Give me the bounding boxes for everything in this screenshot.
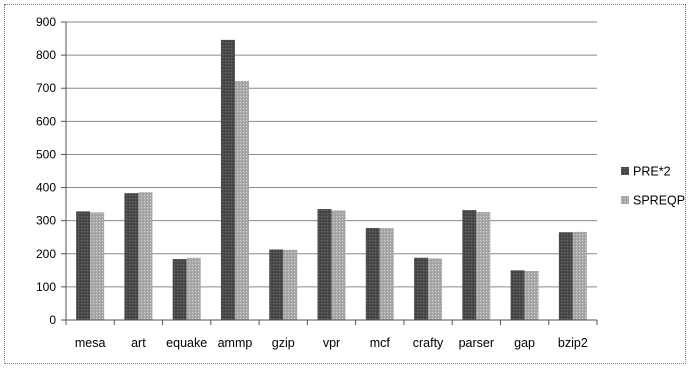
bar-pre-2-art — [124, 193, 139, 320]
grid-lines — [66, 21, 597, 288]
x-tick-label: mcf — [370, 336, 391, 350]
legend-label-0: PRE*2 — [633, 165, 671, 179]
bar-spreqp-art — [138, 192, 153, 320]
bar-pre-2-ammp — [220, 39, 235, 320]
y-tick-label: 0 — [49, 313, 56, 327]
x-tick-label: mesa — [75, 336, 106, 350]
bar-pre-2-parser — [462, 210, 477, 320]
y-tick-label: 500 — [36, 147, 56, 161]
bar-spreqp-bzip2 — [572, 231, 587, 320]
legend-swatch-0 — [621, 167, 629, 175]
bar-spreqp-gap — [524, 270, 539, 320]
x-tick-label: bzip2 — [558, 336, 588, 350]
x-tick-label: gap — [514, 336, 535, 350]
bar-pre-2-gzip — [269, 249, 284, 320]
bar-pre-2-gap — [510, 270, 525, 320]
bar-pre-2-equake — [172, 259, 187, 320]
bar-spreqp-equake — [186, 257, 201, 320]
y-tick-label: 200 — [36, 247, 56, 261]
y-tick-label: 100 — [36, 280, 56, 294]
bars — [76, 39, 587, 320]
y-tick-label: 800 — [36, 48, 56, 62]
y-tick-label: 600 — [36, 114, 56, 128]
bar-spreqp-mcf — [379, 227, 394, 320]
x-tick-label: parser — [459, 336, 494, 350]
x-tick-label: vpr — [323, 336, 340, 350]
x-tick-label: crafty — [413, 336, 444, 350]
x-tick-label: gzip — [272, 336, 295, 350]
y-tick-label: 700 — [36, 81, 56, 95]
legend: PRE*2 SPREQP — [621, 165, 685, 208]
x-tick-labels: mesa art equake ammp gzip vpr mcf crafty parser g… — [75, 336, 588, 350]
bar-pre-2-vpr — [317, 209, 332, 320]
y-tick-label: 400 — [36, 181, 56, 195]
y-tick-label: 300 — [36, 214, 56, 228]
bar-spreqp-vpr — [331, 210, 346, 320]
bar-spreqp-crafty — [428, 258, 443, 320]
bar-pre-2-mesa — [76, 211, 91, 320]
bar-spreqp-gzip — [283, 249, 298, 320]
bar-spreqp-ammp — [234, 80, 249, 320]
legend-label-1: SPREQP — [633, 194, 685, 208]
x-tick-label: ammp — [218, 336, 253, 350]
x-tick-label: art — [131, 336, 146, 350]
axes — [61, 21, 598, 325]
y-tick-label: 900 — [36, 15, 56, 29]
legend-swatch-1 — [621, 196, 629, 204]
bar-pre-2-bzip2 — [558, 232, 573, 320]
x-tick-label: equake — [166, 336, 207, 350]
y-tick-labels: 0 100 200 300 400 500 600 700 800 900 — [36, 15, 56, 327]
bar-pre-2-crafty — [414, 257, 429, 320]
bar-pre-2-mcf — [365, 227, 380, 320]
bar-spreqp-mesa — [90, 212, 105, 320]
bar-spreqp-parser — [476, 212, 491, 320]
